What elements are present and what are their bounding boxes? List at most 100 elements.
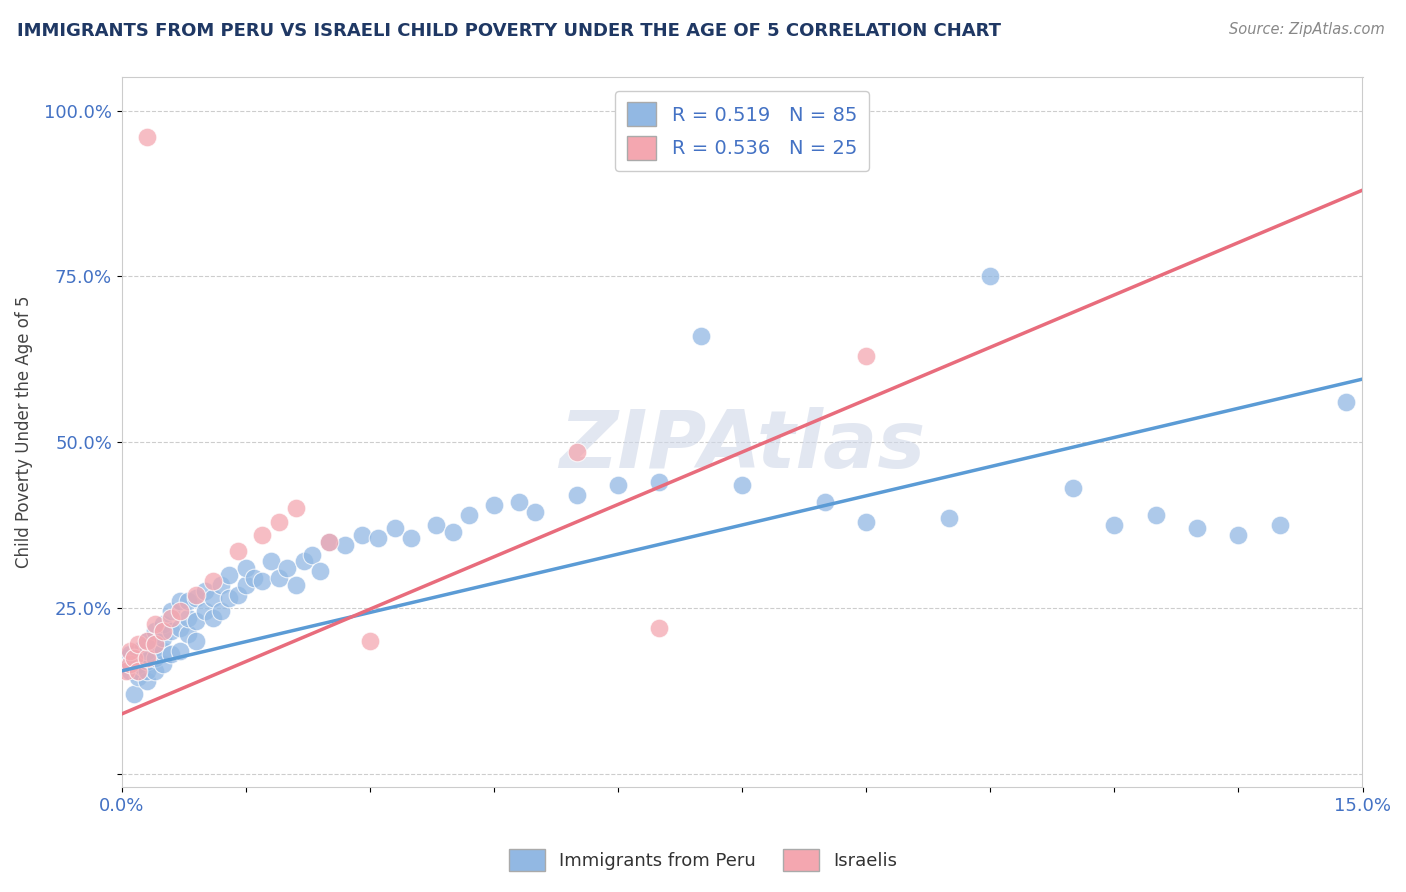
Point <box>218 567 240 582</box>
Point <box>309 565 332 579</box>
Point <box>127 644 149 658</box>
Point <box>143 637 166 651</box>
Text: Source: ZipAtlas.com: Source: ZipAtlas.com <box>1229 22 1385 37</box>
Point <box>260 554 283 568</box>
Point <box>458 508 481 522</box>
Point <box>648 621 671 635</box>
Y-axis label: Child Poverty Under the Age of 5: Child Poverty Under the Age of 5 <box>15 296 32 568</box>
Point <box>143 617 166 632</box>
Legend: Immigrants from Peru, Israelis: Immigrants from Peru, Israelis <box>502 842 904 879</box>
Point <box>318 534 340 549</box>
Point <box>169 604 191 618</box>
Point <box>122 654 145 668</box>
Point <box>441 524 464 539</box>
Point <box>243 571 266 585</box>
Point <box>143 650 166 665</box>
Point <box>135 634 157 648</box>
Point <box>115 664 138 678</box>
Point <box>135 664 157 678</box>
Point <box>186 634 208 648</box>
Point <box>731 478 754 492</box>
Point <box>120 647 142 661</box>
Point <box>855 515 877 529</box>
Point <box>350 528 373 542</box>
Point <box>127 637 149 651</box>
Point <box>284 577 307 591</box>
Point <box>267 571 290 585</box>
Point <box>482 498 505 512</box>
Point <box>120 657 142 672</box>
Point <box>226 588 249 602</box>
Point <box>209 577 232 591</box>
Point <box>152 657 174 672</box>
Point <box>127 664 149 678</box>
Point <box>120 664 142 678</box>
Point <box>131 640 153 655</box>
Point <box>301 548 323 562</box>
Point <box>318 534 340 549</box>
Legend: R = 0.519   N = 85, R = 0.536   N = 25: R = 0.519 N = 85, R = 0.536 N = 25 <box>616 91 869 171</box>
Point <box>186 588 208 602</box>
Point <box>131 660 153 674</box>
Point <box>160 624 183 638</box>
Point <box>1062 482 1084 496</box>
Point <box>160 611 183 625</box>
Text: IMMIGRANTS FROM PERU VS ISRAELI CHILD POVERTY UNDER THE AGE OF 5 CORRELATION CHA: IMMIGRANTS FROM PERU VS ISRAELI CHILD PO… <box>17 22 1001 40</box>
Point <box>565 445 588 459</box>
Point <box>135 634 157 648</box>
Point <box>235 577 257 591</box>
Point <box>186 614 208 628</box>
Point <box>143 664 166 678</box>
Point <box>152 631 174 645</box>
Point <box>201 591 224 605</box>
Point <box>1104 518 1126 533</box>
Point <box>855 349 877 363</box>
Point <box>127 657 149 672</box>
Point <box>1334 395 1357 409</box>
Point <box>122 650 145 665</box>
Point <box>384 521 406 535</box>
Point <box>169 594 191 608</box>
Point <box>122 687 145 701</box>
Point <box>359 634 381 648</box>
Point <box>169 644 191 658</box>
Point <box>201 611 224 625</box>
Point <box>160 647 183 661</box>
Point <box>226 544 249 558</box>
Point <box>367 531 389 545</box>
Point <box>648 475 671 489</box>
Point <box>276 561 298 575</box>
Point <box>1268 518 1291 533</box>
Point <box>209 604 232 618</box>
Point <box>979 269 1001 284</box>
Point <box>607 478 630 492</box>
Point <box>135 650 157 665</box>
Point <box>284 501 307 516</box>
Point <box>143 637 166 651</box>
Point <box>152 644 174 658</box>
Point <box>292 554 315 568</box>
Point <box>120 657 142 672</box>
Point <box>252 574 274 589</box>
Text: ZIPAtlas: ZIPAtlas <box>560 408 925 485</box>
Point <box>1227 528 1250 542</box>
Point <box>135 654 157 668</box>
Point <box>120 644 142 658</box>
Point <box>565 488 588 502</box>
Point <box>135 130 157 145</box>
Point <box>508 495 530 509</box>
Point <box>252 528 274 542</box>
Point <box>169 621 191 635</box>
Point <box>152 617 174 632</box>
Point <box>193 584 215 599</box>
Point <box>143 624 166 638</box>
Point <box>160 604 183 618</box>
Point <box>201 574 224 589</box>
Point <box>186 591 208 605</box>
Point <box>333 538 356 552</box>
Point <box>177 594 200 608</box>
Point <box>401 531 423 545</box>
Point <box>938 511 960 525</box>
Point <box>425 518 447 533</box>
Point <box>177 611 200 625</box>
